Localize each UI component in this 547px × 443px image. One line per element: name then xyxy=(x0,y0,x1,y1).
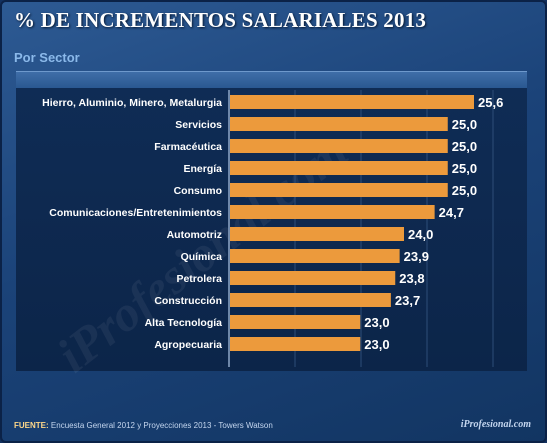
category-label: Automotriz xyxy=(167,229,222,241)
category-label: Alta Tecnología xyxy=(145,317,223,329)
value-label: 23,0 xyxy=(364,315,389,330)
bar xyxy=(230,205,435,219)
value-label: 23,0 xyxy=(364,337,389,352)
brand-logo: iProfesional.com xyxy=(460,419,531,430)
value-label: 25,6 xyxy=(478,95,503,110)
bar xyxy=(230,161,448,175)
value-label: 25,0 xyxy=(452,117,477,132)
value-label: 25,0 xyxy=(452,183,477,198)
category-label: Servicios xyxy=(175,119,222,131)
bar xyxy=(230,249,400,263)
category-label: Agropecuaria xyxy=(154,339,222,351)
category-label: Comunicaciones/Entretenimientos xyxy=(49,207,222,219)
bar xyxy=(230,95,474,109)
value-label: 25,0 xyxy=(452,139,477,154)
chart-subtitle: Por Sector xyxy=(14,50,80,65)
source-label: FUENTE: xyxy=(14,421,49,430)
bar xyxy=(230,293,391,307)
bar xyxy=(230,117,448,131)
chart-panel-header xyxy=(16,71,527,88)
bar xyxy=(230,271,396,285)
bar xyxy=(230,227,404,241)
bar xyxy=(230,315,361,329)
value-label: 24,0 xyxy=(408,227,433,242)
value-label: 23,8 xyxy=(399,271,424,286)
category-label: Farmacéutica xyxy=(154,141,222,153)
category-label: Construcción xyxy=(154,295,222,307)
category-label: Hierro, Aluminio, Minero, Metalurgia xyxy=(42,97,222,109)
value-label: 23,9 xyxy=(404,249,429,264)
bar xyxy=(230,139,448,153)
source-note: FUENTE: Encuesta General 2012 y Proyecci… xyxy=(14,421,273,430)
value-label: 23,7 xyxy=(395,293,420,308)
value-label: 24,7 xyxy=(439,205,464,220)
bar xyxy=(230,183,448,197)
source-text: Encuesta General 2012 y Proyecciones 201… xyxy=(50,421,273,430)
category-label: Energía xyxy=(183,163,222,175)
category-label: Petrolera xyxy=(176,273,222,285)
category-label: Consumo xyxy=(174,185,222,197)
chart-title: % DE INCREMENTOS SALARIALES 2013 xyxy=(14,8,427,32)
value-label: 25,0 xyxy=(452,161,477,176)
bar xyxy=(230,337,361,351)
category-label: Química xyxy=(181,251,223,263)
